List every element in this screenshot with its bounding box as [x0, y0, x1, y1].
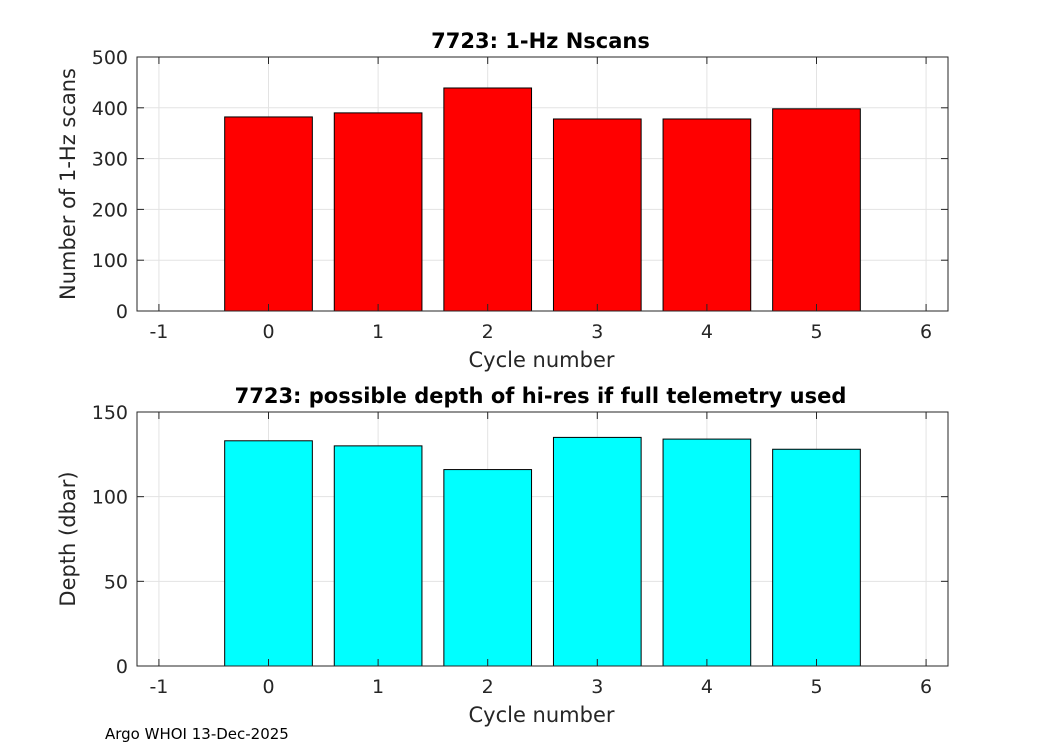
footer-credit: Argo WHOI 13-Dec-2025 — [105, 725, 289, 743]
chart1-bar — [443, 87, 533, 312]
chart2-y-tick-label: 50 — [104, 571, 128, 593]
chart2-y-tick-label: 150 — [92, 402, 128, 424]
chart1-x-tick-label: -1 — [149, 321, 168, 343]
chart1-bar — [662, 118, 752, 312]
chart2-title: 7723: possible depth of hi-res if full t… — [235, 384, 847, 408]
chart1-x-tick-label: 3 — [591, 321, 603, 343]
chart1-x-tick-label: 2 — [482, 321, 494, 343]
chart2-x-tick-label: 0 — [262, 676, 274, 698]
chart2-x-tick-label: -1 — [149, 676, 168, 698]
chart2-bar — [333, 445, 423, 667]
chart1-title: 7723: 1-Hz Nscans — [431, 29, 650, 53]
chart1-y-tick-label: 500 — [92, 47, 128, 69]
chart1-y-tick-label: 100 — [92, 250, 128, 272]
chart2-x-tick-label: 2 — [482, 676, 494, 698]
chart1-y-tick-label: 300 — [92, 149, 128, 171]
chart1-x-tick-label: 1 — [372, 321, 384, 343]
chart2-bar — [662, 438, 752, 667]
chart2-y-label: Depth (dbar) — [56, 471, 80, 606]
chart2-x-tick-label: 4 — [701, 676, 713, 698]
chart2-y-tick-label: 100 — [92, 487, 128, 509]
chart2-axes-box — [136, 411, 949, 667]
chart2-x-tick-label: 5 — [810, 676, 822, 698]
chart1-axes-box — [136, 56, 949, 312]
chart1-x-tick-label: 6 — [920, 321, 932, 343]
chart1-bar — [333, 112, 423, 312]
chart2-x-tick-label: 3 — [591, 676, 603, 698]
chart1-y-tick-label: 400 — [92, 98, 128, 120]
chart1-x-label: Cycle number — [468, 348, 614, 372]
chart1-y-tick-label: 200 — [92, 199, 128, 221]
chart1-x-tick-label: 5 — [810, 321, 822, 343]
chart2-bar — [552, 436, 642, 667]
chart1-bar — [552, 118, 642, 312]
chart2-y-tick-label: 0 — [116, 656, 128, 678]
chart1-y-tick-label: 0 — [116, 301, 128, 323]
chart1-bar — [224, 116, 313, 312]
chart2-bar — [224, 440, 313, 667]
chart2-x-tick-label: 6 — [920, 676, 932, 698]
chart2-bar — [772, 448, 861, 667]
chart2-x-tick-label: 1 — [372, 676, 384, 698]
chart2-x-label: Cycle number — [468, 703, 614, 727]
chart1-y-label: Number of 1-Hz scans — [56, 68, 80, 300]
chart1-x-tick-label: 0 — [262, 321, 274, 343]
chart1-bar — [772, 108, 861, 312]
chart1-x-tick-label: 4 — [701, 321, 713, 343]
chart2-bar — [443, 469, 533, 667]
